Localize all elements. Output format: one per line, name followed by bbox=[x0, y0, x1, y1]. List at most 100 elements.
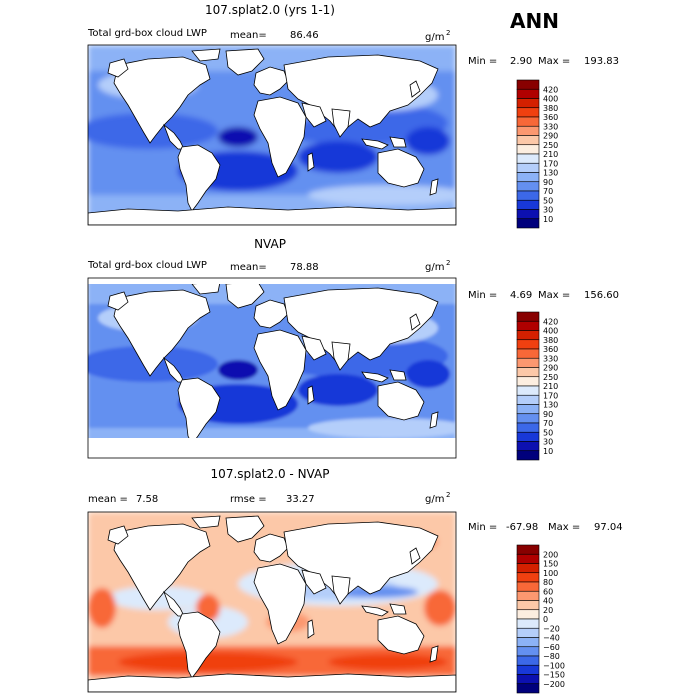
max-value: 193.83 bbox=[584, 56, 619, 67]
map-frame bbox=[87, 44, 457, 226]
colorbar-tick-label: 200 bbox=[543, 550, 558, 559]
map-frame bbox=[87, 277, 457, 459]
colorbar-tick-label: 210 bbox=[543, 150, 558, 159]
colorbar-tick-label: 210 bbox=[543, 382, 558, 391]
colorbar-swatch bbox=[516, 218, 540, 229]
colorbar-swatch bbox=[516, 116, 540, 127]
colorbar-tick-label: 80 bbox=[543, 578, 553, 587]
colorbar-swatch bbox=[516, 135, 540, 146]
colorbar-swatch bbox=[516, 600, 540, 611]
panel-diff: 107.splat2.0 - NVAP mean = 7.58 rmse = 3… bbox=[87, 467, 623, 694]
colorbar-swatch bbox=[516, 646, 540, 657]
colorbar-tick-label: −80 bbox=[543, 652, 560, 661]
colorbar-swatch bbox=[516, 655, 540, 666]
colorbar-swatch bbox=[516, 664, 540, 675]
colorbar-swatch bbox=[516, 79, 540, 90]
panel-model: 107.splat2.0 (yrs 1-1) Total grd-box clo… bbox=[87, 3, 619, 229]
mean-label: mean= bbox=[230, 30, 267, 41]
colorbar-tick-label: 10 bbox=[543, 447, 553, 456]
colorbar-tick-label: 130 bbox=[543, 169, 558, 178]
colorbar-tick-label: −20 bbox=[543, 624, 560, 633]
colorbar-swatch bbox=[516, 162, 540, 173]
colorbar-swatch bbox=[516, 107, 540, 118]
colorbar-swatch bbox=[516, 311, 540, 322]
colorbar-tick-label: −150 bbox=[543, 671, 565, 680]
svg-text:g/m: g/m bbox=[425, 494, 444, 505]
panel-title: 107.splat2.0 (yrs 1-1) bbox=[205, 3, 335, 17]
colorbar-swatch bbox=[516, 144, 540, 155]
colorbar-tick-label: 150 bbox=[543, 560, 558, 569]
colorbar-tick-label: 380 bbox=[543, 336, 558, 345]
colorbar-swatch bbox=[516, 320, 540, 331]
colorbar-tick-label: 10 bbox=[543, 215, 553, 224]
colorbar-tick-label: 130 bbox=[543, 401, 558, 410]
colorbar-swatch bbox=[516, 572, 540, 583]
map-plot bbox=[87, 277, 457, 459]
colorbar-tick-label: 50 bbox=[543, 196, 553, 205]
colorbar-swatch bbox=[516, 563, 540, 574]
colorbar-swatch bbox=[516, 172, 540, 183]
colorbar-tick-label: 100 bbox=[543, 569, 558, 578]
svg-text:2: 2 bbox=[446, 491, 450, 499]
mean-label: mean= bbox=[230, 262, 267, 273]
colorbar-swatch bbox=[516, 683, 540, 694]
min-value: -67.98 bbox=[506, 522, 538, 533]
colorbar-swatch bbox=[516, 98, 540, 109]
mean-value: 7.58 bbox=[136, 494, 158, 505]
colorbar-swatch bbox=[516, 413, 540, 424]
panel-obs: NVAP Total grd-box cloud LWP mean= 78.88… bbox=[87, 237, 619, 461]
colorbar-tick-label: 360 bbox=[543, 113, 558, 122]
colorbar-swatch bbox=[516, 385, 540, 396]
colorbar-swatch bbox=[516, 367, 540, 378]
max-value: 156.60 bbox=[584, 290, 619, 301]
colorbar-tick-label: −100 bbox=[543, 661, 565, 670]
colorbar-tick-label: 380 bbox=[543, 104, 558, 113]
colorbar-swatch bbox=[516, 544, 540, 555]
colorbar-tick-label: 30 bbox=[543, 438, 553, 447]
colorbar-tick-label: 30 bbox=[543, 206, 553, 215]
colorbar-tick-label: 400 bbox=[543, 327, 558, 336]
svg-text:g/m: g/m bbox=[425, 262, 444, 273]
min-label: Min = bbox=[468, 522, 497, 533]
colorbar-swatch bbox=[516, 674, 540, 685]
colorbar-tick-label: 400 bbox=[543, 95, 558, 104]
colorbar-swatch bbox=[516, 590, 540, 601]
min-label: Min = bbox=[468, 290, 497, 301]
colorbar-swatch bbox=[516, 450, 540, 461]
units-label: g/m 2 bbox=[425, 259, 450, 273]
colorbar-swatch bbox=[516, 618, 540, 629]
colorbar-tick-label: 170 bbox=[543, 391, 558, 400]
colorbar-swatch bbox=[516, 431, 540, 442]
colorbar-swatch bbox=[516, 357, 540, 368]
colorbar-swatch bbox=[516, 88, 540, 99]
colorbar-tick-label: 0 bbox=[543, 615, 548, 624]
colorbar-tick-label: −60 bbox=[543, 643, 560, 652]
mean-label: mean = bbox=[88, 494, 128, 505]
colorbar-tick-label: 330 bbox=[543, 354, 558, 363]
panel-title: NVAP bbox=[254, 237, 286, 251]
colorbar-tick-label: 90 bbox=[543, 410, 553, 419]
min-label: Min = bbox=[468, 56, 497, 67]
colorbar-tick-label: 250 bbox=[543, 141, 558, 150]
season-label: ANN bbox=[510, 9, 559, 33]
rmse-label: rmse = bbox=[230, 494, 267, 505]
colorbar-swatch bbox=[516, 199, 540, 210]
mean-value: 86.46 bbox=[290, 30, 319, 41]
max-label: Max = bbox=[538, 56, 570, 67]
max-label: Max = bbox=[538, 290, 570, 301]
colorbar-tick-label: 90 bbox=[543, 178, 553, 187]
colorbar-tick-label: 170 bbox=[543, 159, 558, 168]
units-label: g/m 2 bbox=[425, 29, 450, 43]
colorbar-tick-label: 290 bbox=[543, 364, 558, 373]
colorbar-swatch bbox=[516, 627, 540, 638]
colorbar-swatch bbox=[516, 609, 540, 620]
colorbar-swatch bbox=[516, 339, 540, 350]
map-frame bbox=[87, 511, 457, 693]
colorbar-tick-label: 250 bbox=[543, 373, 558, 382]
panel-title: 107.splat2.0 - NVAP bbox=[211, 467, 330, 481]
colorbar-swatch bbox=[516, 394, 540, 405]
colorbar-tick-label: 360 bbox=[543, 345, 558, 354]
